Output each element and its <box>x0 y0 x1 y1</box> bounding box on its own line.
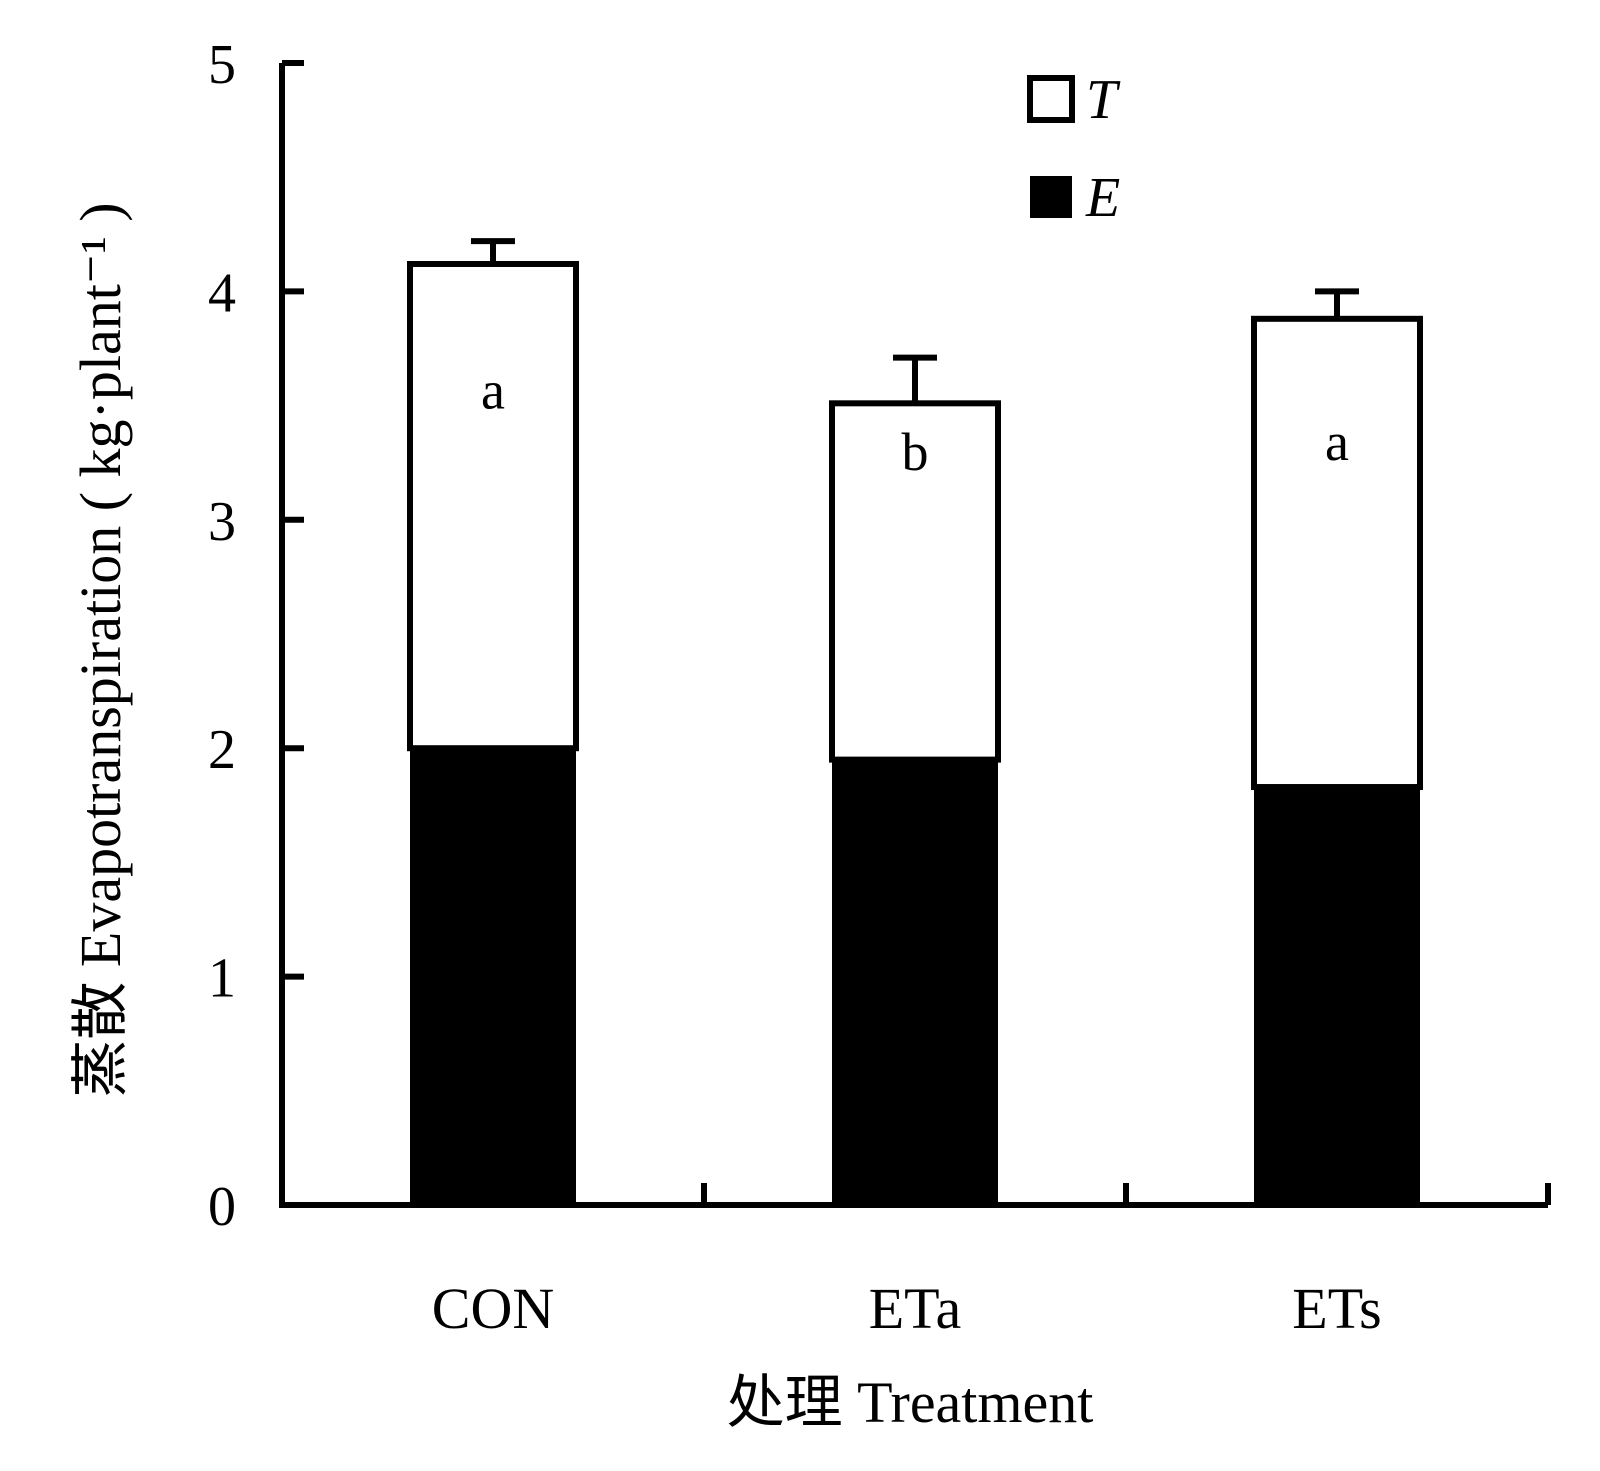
y-tick-label-1: 1 <box>208 948 236 1010</box>
y-tick-label-3: 3 <box>208 491 236 553</box>
y-axis-title: 蒸散 Evapotranspiration ( kg·plant⁻¹ ) <box>68 202 133 1097</box>
bar-T-ETs <box>1251 315 1423 791</box>
bar-T-ETa <box>829 400 1001 763</box>
legend-label-T: T <box>1086 69 1121 131</box>
bar-E-ETs <box>1254 787 1420 1205</box>
legend-swatch-T <box>1027 75 1075 123</box>
y-axis-ticks: 0 1 2 3 4 5 <box>208 34 304 1238</box>
significance-label-CON: a <box>481 361 505 421</box>
legend-swatch-E <box>1030 176 1072 218</box>
x-tick-label-ETa: ETa <box>869 1276 962 1341</box>
x-tick-label-CON: CON <box>432 1276 554 1341</box>
legend-label-E: E <box>1085 167 1120 229</box>
significance-labels: a b a <box>481 361 1349 482</box>
bar-E-CON <box>410 748 576 1205</box>
y-tick-label-5: 5 <box>208 34 236 96</box>
bars <box>407 238 1423 1205</box>
x-axis-labels: CON ETa ETs <box>432 1276 1382 1341</box>
y-tick-label-0: 0 <box>208 1176 236 1238</box>
legend: TE <box>1027 69 1121 229</box>
significance-label-ETs: a <box>1325 412 1349 472</box>
axes <box>279 63 1551 1208</box>
bar-T-CON <box>407 260 579 752</box>
bar-E-ETa <box>832 759 998 1205</box>
significance-label-ETa: b <box>902 422 929 482</box>
x-tick-label-ETs: ETs <box>1292 1276 1381 1341</box>
x-axis-title: 处理 Treatment <box>727 1370 1094 1435</box>
y-tick-label-2: 2 <box>208 719 236 781</box>
y-tick-label-4: 4 <box>208 262 236 324</box>
